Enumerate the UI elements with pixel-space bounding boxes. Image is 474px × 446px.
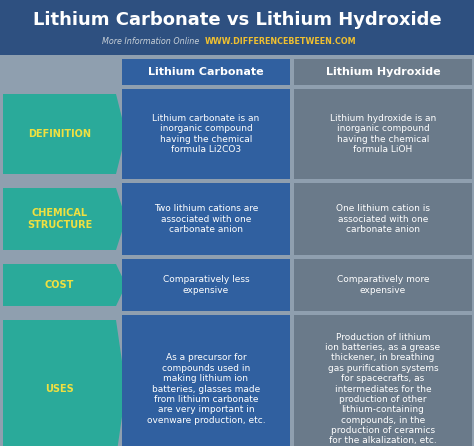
FancyBboxPatch shape bbox=[294, 183, 472, 255]
Text: Lithium Carbonate vs Lithium Hydroxide: Lithium Carbonate vs Lithium Hydroxide bbox=[33, 11, 441, 29]
Text: DEFINITION: DEFINITION bbox=[28, 129, 91, 139]
Text: CHEMICAL
STRUCTURE: CHEMICAL STRUCTURE bbox=[27, 208, 92, 230]
FancyBboxPatch shape bbox=[122, 183, 290, 255]
Polygon shape bbox=[3, 320, 126, 446]
Polygon shape bbox=[3, 264, 126, 306]
Text: Lithium Carbonate: Lithium Carbonate bbox=[148, 67, 264, 77]
Text: Production of lithium
ion batteries, as a grease
thickener, in breathing
gas pur: Production of lithium ion batteries, as … bbox=[326, 333, 440, 446]
FancyBboxPatch shape bbox=[294, 259, 472, 311]
FancyBboxPatch shape bbox=[294, 89, 472, 179]
Text: Lithium Hydroxide: Lithium Hydroxide bbox=[326, 67, 440, 77]
Text: Two lithium cations are
associated with one
carbonate anion: Two lithium cations are associated with … bbox=[154, 204, 258, 234]
Text: USES: USES bbox=[45, 384, 74, 394]
FancyBboxPatch shape bbox=[122, 315, 290, 446]
Polygon shape bbox=[3, 94, 126, 174]
Text: Comparatively more
expensive: Comparatively more expensive bbox=[337, 275, 429, 295]
FancyBboxPatch shape bbox=[122, 59, 290, 85]
Text: COST: COST bbox=[45, 280, 74, 290]
FancyBboxPatch shape bbox=[294, 315, 472, 446]
Text: WWW.DIFFERENCEBETWEEN.COM: WWW.DIFFERENCEBETWEEN.COM bbox=[205, 37, 356, 45]
FancyBboxPatch shape bbox=[294, 59, 472, 85]
Text: Lithium hydroxide is an
inorganic compound
having the chemical
formula LiOH: Lithium hydroxide is an inorganic compou… bbox=[330, 114, 436, 154]
Polygon shape bbox=[3, 188, 126, 250]
Text: Lithium carbonate is an
inorganic compound
having the chemical
formula Li2CO3: Lithium carbonate is an inorganic compou… bbox=[152, 114, 260, 154]
Text: One lithium cation is
associated with one
carbonate anion: One lithium cation is associated with on… bbox=[336, 204, 430, 234]
Text: More Information Online: More Information Online bbox=[102, 37, 199, 45]
FancyBboxPatch shape bbox=[122, 89, 290, 179]
Text: Comparatively less
expensive: Comparatively less expensive bbox=[163, 275, 249, 295]
FancyBboxPatch shape bbox=[0, 0, 474, 55]
Text: As a precursor for
compounds used in
making lithium ion
batteries, glasses made
: As a precursor for compounds used in mak… bbox=[146, 353, 265, 425]
FancyBboxPatch shape bbox=[122, 259, 290, 311]
